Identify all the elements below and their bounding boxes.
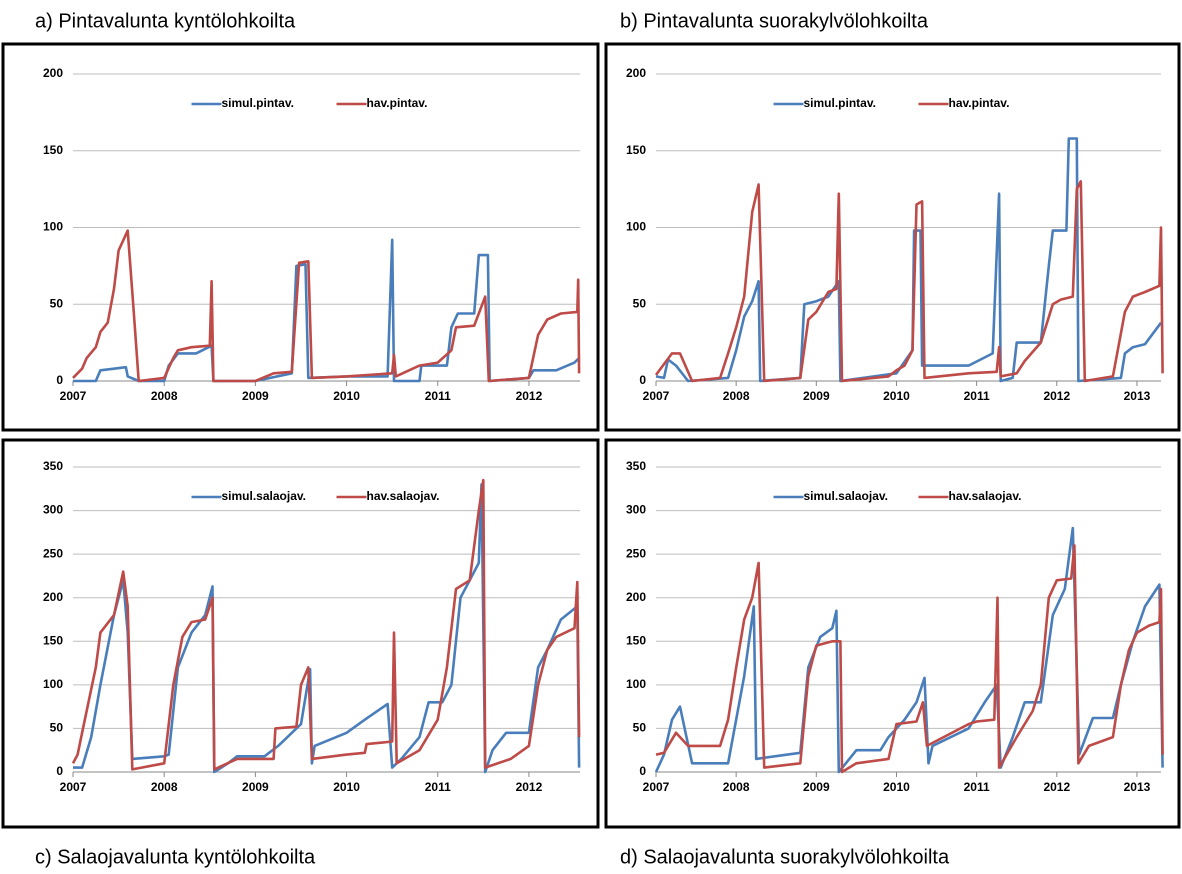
x-tick-label: 2008	[723, 780, 750, 794]
y-tick-label: 200	[43, 590, 63, 604]
panel-frame	[604, 438, 1181, 829]
legend-label: hav.salaojav.	[367, 489, 440, 503]
x-tick-label: 2007	[643, 389, 670, 403]
y-tick-label: 150	[626, 143, 646, 157]
y-tick-label: 0	[639, 373, 646, 387]
legend-label: hav.pintav.	[367, 96, 428, 110]
x-tick-label: 2009	[242, 389, 269, 403]
y-tick-label: 250	[43, 546, 63, 560]
x-tick-label: 2011	[425, 389, 451, 403]
x-tick-label: 2007	[643, 780, 670, 794]
legend-label: simul.salaojav.	[222, 489, 307, 503]
y-tick-label: 150	[626, 633, 646, 647]
x-tick-label: 2012	[1043, 389, 1070, 403]
legend-label: hav.salaojav.	[949, 489, 1022, 503]
x-tick-label: 2011	[425, 780, 451, 794]
y-tick-label: 350	[43, 459, 63, 473]
y-tick-label: 200	[626, 590, 646, 604]
x-tick-label: 2012	[516, 389, 543, 403]
x-tick-label: 2013	[1124, 389, 1151, 403]
panel-title: a) Pintavalunta kyntölohkoilta	[35, 10, 296, 32]
y-tick-label: 350	[626, 459, 646, 473]
y-tick-label: 50	[50, 296, 64, 310]
data-line	[655, 544, 1164, 774]
panel-title: c) Salaojavalunta kyntölohkoilta	[35, 846, 316, 868]
x-tick-label: 2013	[1124, 780, 1151, 794]
x-tick-label: 2007	[60, 389, 87, 403]
x-tick-label: 2010	[333, 389, 360, 403]
y-tick-label: 300	[43, 503, 63, 517]
x-tick-label: 2008	[723, 389, 750, 403]
x-tick-label: 2008	[151, 389, 178, 403]
legend-label: hav.pintav.	[949, 96, 1010, 110]
x-tick-label: 2009	[242, 780, 269, 794]
legend-label: simul.pintav.	[222, 96, 294, 110]
data-line	[71, 478, 581, 771]
y-tick-label: 200	[626, 66, 646, 80]
data-line	[654, 526, 1164, 774]
panel-title: d) Salaojavalunta suorakylvölohkoilta	[620, 846, 950, 868]
panel-frame	[1, 438, 600, 829]
y-tick-label: 100	[626, 220, 646, 234]
x-tick-label: 2010	[883, 389, 910, 403]
data-line	[73, 483, 581, 774]
x-tick-label: 2012	[516, 780, 543, 794]
data-line	[655, 137, 1163, 383]
x-tick-label: 2011	[964, 780, 990, 794]
panel-frame	[604, 42, 1181, 432]
x-tick-label: 2011	[964, 389, 990, 403]
y-tick-label: 0	[56, 764, 63, 778]
y-tick-label: 200	[43, 66, 63, 80]
legend-label: simul.pintav.	[804, 96, 876, 110]
y-tick-label: 100	[626, 677, 646, 691]
data-line	[72, 229, 581, 383]
y-tick-label: 0	[56, 373, 63, 387]
panel-frame	[1, 42, 600, 432]
x-tick-label: 2009	[803, 780, 830, 794]
data-line	[73, 238, 581, 383]
x-tick-label: 2009	[803, 389, 830, 403]
panel-title: b) Pintavalunta suorakylvölohkoilta	[620, 10, 929, 32]
y-tick-label: 100	[43, 220, 63, 234]
y-tick-label: 300	[626, 503, 646, 517]
x-tick-label: 2012	[1043, 780, 1070, 794]
y-tick-label: 100	[43, 677, 63, 691]
y-tick-label: 0	[639, 764, 646, 778]
data-line	[654, 180, 1164, 383]
y-tick-label: 50	[50, 721, 64, 735]
y-tick-label: 150	[43, 143, 63, 157]
x-tick-label: 2008	[151, 780, 178, 794]
x-tick-label: 2010	[333, 780, 360, 794]
x-tick-label: 2010	[883, 780, 910, 794]
y-tick-label: 50	[633, 721, 647, 735]
y-tick-label: 150	[43, 633, 63, 647]
x-tick-label: 2007	[60, 780, 87, 794]
legend-label: simul.salaojav.	[804, 489, 889, 503]
y-tick-label: 250	[626, 546, 646, 560]
y-tick-label: 50	[633, 296, 647, 310]
